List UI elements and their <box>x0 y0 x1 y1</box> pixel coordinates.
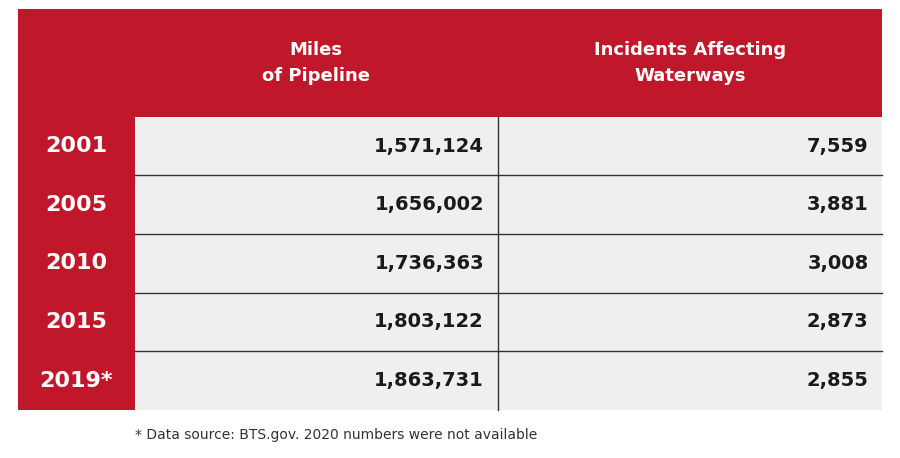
Text: 1,803,122: 1,803,122 <box>374 312 484 332</box>
Bar <box>18 9 882 117</box>
Text: 2,855: 2,855 <box>806 371 868 390</box>
Text: 1,863,731: 1,863,731 <box>374 371 484 390</box>
Bar <box>135 351 882 410</box>
Text: 1,571,124: 1,571,124 <box>374 136 484 156</box>
Text: 3,008: 3,008 <box>807 254 868 273</box>
Text: 2019*: 2019* <box>40 371 113 391</box>
Text: 2015: 2015 <box>45 312 107 332</box>
Text: 3,881: 3,881 <box>806 195 868 214</box>
Bar <box>135 293 882 351</box>
Text: 2005: 2005 <box>45 195 107 215</box>
Bar <box>18 175 135 234</box>
Bar <box>135 234 882 293</box>
Text: Incidents Affecting
Waterways: Incidents Affecting Waterways <box>594 41 786 85</box>
Text: 2,873: 2,873 <box>807 312 868 332</box>
Bar <box>135 175 882 234</box>
Text: 1,656,002: 1,656,002 <box>374 195 484 214</box>
Bar <box>18 351 135 410</box>
Text: 2010: 2010 <box>45 253 107 273</box>
Text: 2001: 2001 <box>45 136 107 156</box>
Bar <box>18 234 135 293</box>
Bar <box>135 117 882 175</box>
Text: 1,736,363: 1,736,363 <box>374 254 484 273</box>
Text: * Data source: BTS.gov. 2020 numbers were not available: * Data source: BTS.gov. 2020 numbers wer… <box>135 428 537 442</box>
Text: Miles
of Pipeline: Miles of Pipeline <box>262 41 370 85</box>
Bar <box>18 293 135 351</box>
Text: 7,559: 7,559 <box>807 136 868 156</box>
Bar <box>18 117 135 175</box>
